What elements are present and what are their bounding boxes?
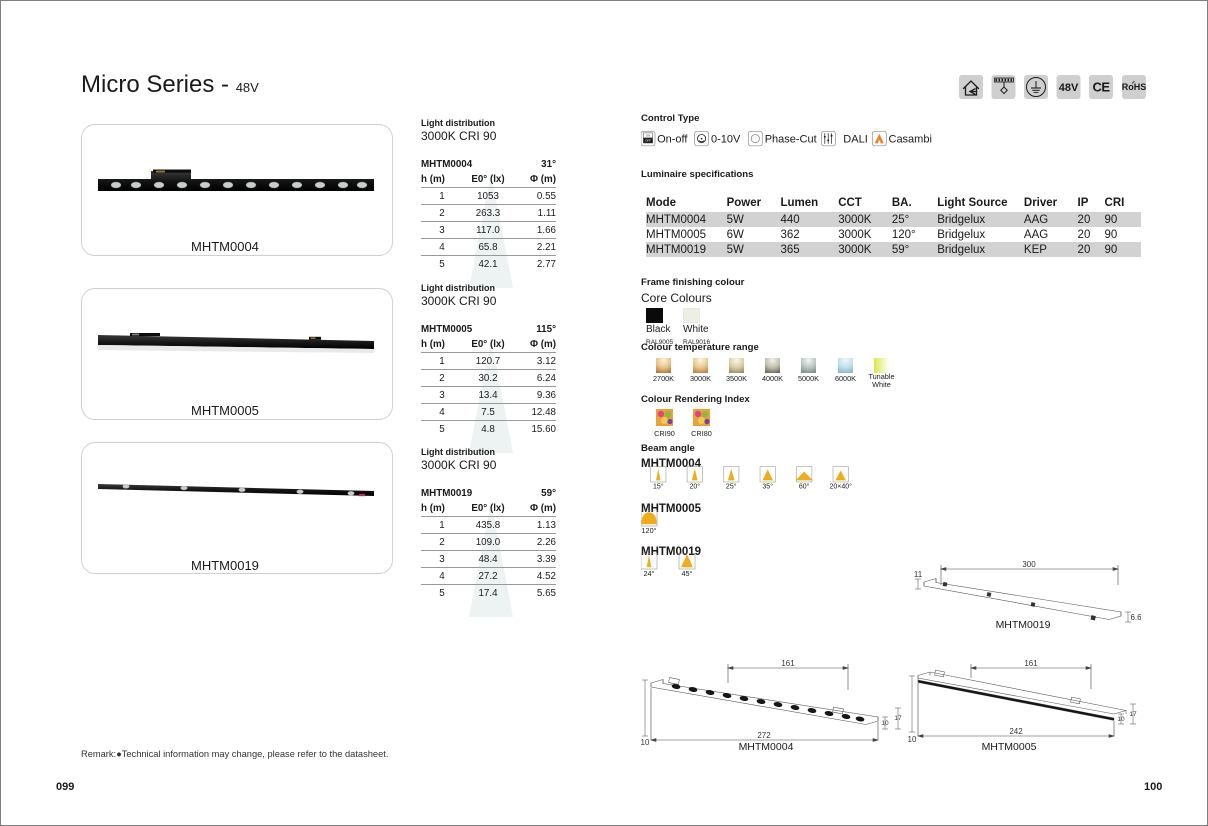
svg-text:MHTM0004: MHTM0004 xyxy=(739,741,794,753)
svg-text:3000K: 3000K xyxy=(690,374,711,383)
svg-text:10: 10 xyxy=(881,720,889,727)
svg-text:25°: 25° xyxy=(726,483,737,491)
svg-text:45°: 45° xyxy=(681,569,692,578)
svg-text:60°: 60° xyxy=(799,483,810,491)
svg-text:CRI80: CRI80 xyxy=(691,429,712,438)
svg-text:17: 17 xyxy=(894,715,902,722)
svg-text:White: White xyxy=(872,380,891,389)
svg-text:11: 11 xyxy=(914,570,923,579)
svg-text:MHTM0019: MHTM0019 xyxy=(996,619,1051,629)
svg-text:OFF: OFF xyxy=(645,139,651,143)
svg-text:161: 161 xyxy=(781,659,795,668)
svg-text:CE: CE xyxy=(1092,80,1110,95)
svg-text:ON: ON xyxy=(646,133,650,137)
svg-text:6.6: 6.6 xyxy=(1130,613,1141,622)
svg-text:Phase-Cut: Phase-Cut xyxy=(765,133,817,145)
svg-text:10: 10 xyxy=(641,738,650,747)
svg-text:CRI90: CRI90 xyxy=(654,429,675,438)
svg-text:10: 10 xyxy=(908,735,917,744)
svg-text:35°: 35° xyxy=(762,483,773,491)
svg-text:161: 161 xyxy=(1024,659,1038,668)
svg-text:DALI: DALI xyxy=(843,133,867,145)
svg-text:10: 10 xyxy=(1117,716,1125,723)
svg-text:6000K: 6000K xyxy=(835,374,856,383)
svg-text:15°: 15° xyxy=(653,483,664,491)
svg-text:272: 272 xyxy=(757,731,771,740)
svg-text:20×40°: 20×40° xyxy=(829,483,852,491)
svg-text:2700K: 2700K xyxy=(653,374,674,383)
svg-text:MHTM0005: MHTM0005 xyxy=(982,741,1037,753)
svg-text:242: 242 xyxy=(1009,727,1023,736)
svg-text:0-10V: 0-10V xyxy=(711,133,741,145)
svg-text:48V: 48V xyxy=(1059,82,1079,94)
svg-text:20°: 20° xyxy=(689,483,700,491)
svg-text:On-off: On-off xyxy=(657,133,688,145)
svg-text:RoHS: RoHS xyxy=(1122,82,1146,92)
svg-text:4000K: 4000K xyxy=(762,374,783,383)
svg-text:17: 17 xyxy=(1129,711,1137,718)
svg-text:Casambi: Casambi xyxy=(889,133,932,145)
svg-text:300: 300 xyxy=(1022,560,1036,569)
svg-text:5000K: 5000K xyxy=(798,374,819,383)
svg-text:120°: 120° xyxy=(641,526,656,535)
svg-text:3500K: 3500K xyxy=(726,374,747,383)
svg-text:24°: 24° xyxy=(643,569,654,578)
